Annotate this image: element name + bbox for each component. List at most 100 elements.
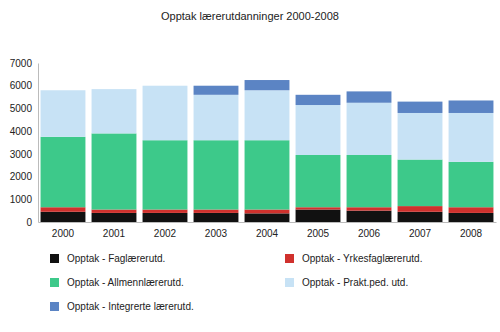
bar-segment xyxy=(398,102,443,113)
bar-segment xyxy=(41,90,86,137)
bar-segment xyxy=(449,213,494,222)
bar-segment xyxy=(296,210,341,222)
legend-label: Opptak - Allmennlærerutd. xyxy=(67,277,184,288)
x-tick: 2000 xyxy=(52,222,75,239)
bar-segment xyxy=(449,113,494,162)
bar-segment xyxy=(347,91,392,102)
legend-label: Opptak - Faglærerutd. xyxy=(67,253,165,264)
x-tick-label: 2007 xyxy=(409,228,432,239)
bar-segment xyxy=(296,95,341,105)
x-tick-label: 2006 xyxy=(358,228,381,239)
y-tick-label: 1000 xyxy=(10,194,33,205)
bar-segment xyxy=(296,207,341,209)
chart: Opptak lærerutdanninger 2000-2008 0 1000 20… xyxy=(0,0,500,332)
bar-segment xyxy=(398,206,443,212)
x-tick: 2002 xyxy=(154,222,177,239)
legend-item: Opptak - Allmennlærerutd. xyxy=(50,277,184,288)
bar-segment xyxy=(143,210,188,213)
x-tick-label: 2004 xyxy=(256,228,279,239)
bar-segment xyxy=(143,213,188,222)
bar-segment xyxy=(347,207,392,210)
bar-segment xyxy=(194,213,239,222)
y-tick: 7000 xyxy=(10,58,38,69)
bar-segment xyxy=(296,105,341,155)
series xyxy=(194,80,494,113)
bar-segment xyxy=(245,140,290,209)
bar-segment xyxy=(41,212,86,222)
y-tick: 3000 xyxy=(10,149,38,160)
legend-label: Opptak - Integrerte lærerutd. xyxy=(67,301,194,312)
bar-segment xyxy=(143,86,188,141)
x-tick: 2007 xyxy=(409,222,432,239)
bar-segment xyxy=(245,90,290,140)
y-tick-label: 3000 xyxy=(10,149,33,160)
y-tick-label: 5000 xyxy=(10,103,33,114)
y-tick-label: 7000 xyxy=(10,58,33,69)
series xyxy=(41,86,494,162)
bar-segment xyxy=(245,213,290,222)
x-tick: 2005 xyxy=(307,222,330,239)
legend-item: Opptak - Prakt.ped. utd. xyxy=(285,277,408,288)
y-tick: 6000 xyxy=(10,80,38,91)
legend-swatch xyxy=(50,278,59,287)
legend-item: Opptak - Yrkesfaglærerutd. xyxy=(285,253,422,264)
bar-segment xyxy=(296,155,341,207)
bar-segment xyxy=(449,207,494,213)
bar-segment xyxy=(398,212,443,222)
bar-segment xyxy=(194,95,239,140)
legend: Opptak - Faglærerutd. Opptak - Yrkesfaglæ… xyxy=(50,253,422,312)
y-tick: 2000 xyxy=(10,171,38,182)
x-tick: 2004 xyxy=(256,222,279,239)
bar-segment xyxy=(92,89,137,90)
legend-label: Opptak - Prakt.ped. utd. xyxy=(302,277,408,288)
x-tick: 2008 xyxy=(460,222,483,239)
legend-item: Opptak - Faglærerutd. xyxy=(50,253,165,264)
bar-segment xyxy=(449,100,494,112)
x-tick-label: 2003 xyxy=(205,228,228,239)
y-tick: 1000 xyxy=(10,194,38,205)
y-tick: 0 xyxy=(26,217,38,228)
x-tick-label: 2001 xyxy=(103,228,126,239)
x-tick-label: 2000 xyxy=(52,228,75,239)
bars xyxy=(41,80,494,222)
x-tick: 2001 xyxy=(103,222,126,239)
bar-segment xyxy=(398,113,443,160)
bar-segment xyxy=(41,90,86,91)
bar-segment xyxy=(194,210,239,213)
bar-segment xyxy=(92,213,137,222)
bar-segment xyxy=(347,103,392,155)
x-tick-label: 2005 xyxy=(307,228,330,239)
x-tick-label: 2008 xyxy=(460,228,483,239)
title: Opptak lærerutdanninger 2000-2008 xyxy=(161,10,339,22)
bar-segment xyxy=(92,133,137,209)
legend-swatch xyxy=(285,254,294,263)
legend-swatch xyxy=(285,278,294,287)
legend-item: Opptak - Integrerte lærerutd. xyxy=(50,301,194,312)
bar-segment xyxy=(245,210,290,214)
y-tick: 4000 xyxy=(10,126,38,137)
bar-segment xyxy=(347,211,392,222)
y-axis: 0 1000 2000 3000 4000 5000 6000 7000 xyxy=(10,58,39,228)
x-tick: 2006 xyxy=(358,222,381,239)
x-tick: 2003 xyxy=(205,222,228,239)
x-tick-label: 2002 xyxy=(154,228,177,239)
legend-label: Opptak - Yrkesfaglærerutd. xyxy=(302,253,422,264)
bar-segment xyxy=(194,86,239,95)
bar-segment xyxy=(347,155,392,207)
bar-segment xyxy=(449,162,494,207)
bar-segment xyxy=(92,89,137,133)
y-tick-label: 2000 xyxy=(10,171,33,182)
y-tick-label: 4000 xyxy=(10,126,33,137)
y-axis-line xyxy=(38,64,39,223)
bar-segment xyxy=(143,85,188,86)
bar-segment xyxy=(194,140,239,209)
y-tick-label: 0 xyxy=(26,217,32,228)
x-axis-line xyxy=(39,222,497,223)
legend-swatch xyxy=(50,254,59,263)
legend-swatch xyxy=(50,302,59,311)
x-axis: 2000 2001 2002 2003 2004 2005 2006 2007 2008 xyxy=(39,222,497,239)
y-tick: 5000 xyxy=(10,103,38,114)
bar-segment xyxy=(41,137,86,207)
bar-segment xyxy=(41,207,86,212)
bar-segment xyxy=(143,140,188,209)
